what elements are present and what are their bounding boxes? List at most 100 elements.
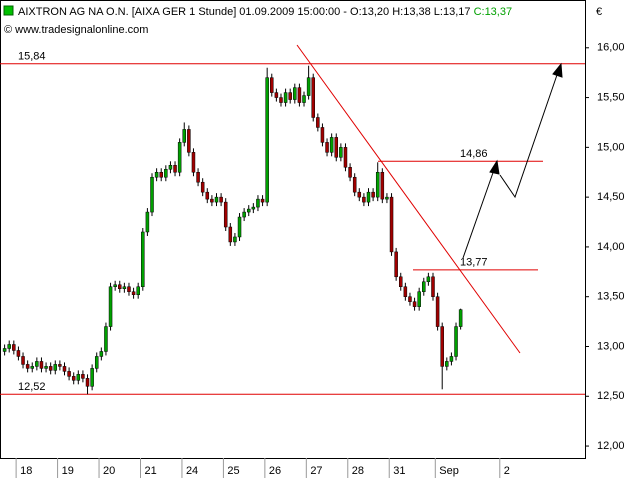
y-tick-label: 16,00: [597, 42, 625, 54]
candle-body: [417, 291, 421, 307]
candle-body: [233, 236, 237, 243]
candle-body: [67, 371, 71, 377]
currency: €: [596, 6, 602, 18]
candle-body: [118, 284, 122, 289]
y-tick-label: 12,50: [597, 390, 625, 402]
projection-arrow: [499, 71, 559, 199]
y-tick-label: 14,50: [597, 191, 625, 203]
candle-body: [210, 198, 214, 203]
level-label: 14,86: [460, 148, 488, 160]
candle-body: [265, 77, 269, 203]
candle-body: [159, 171, 163, 178]
candle-body: [228, 226, 233, 243]
candle-body: [394, 251, 398, 278]
candle-body: [35, 361, 39, 367]
candle-body: [306, 77, 311, 96]
candle-body: [445, 361, 449, 367]
y-tick-label: 12,00: [597, 440, 625, 452]
x-tick-label: 27: [310, 465, 322, 477]
candle-body: [279, 97, 283, 103]
x-tick-label: 25: [227, 465, 239, 477]
candle-body: [371, 191, 375, 198]
candle-body: [348, 167, 352, 178]
candle-body: [76, 374, 81, 381]
candle-body: [127, 286, 131, 292]
x-tick-label: 24: [186, 465, 198, 477]
candle-body: [426, 276, 431, 283]
candle-body: [12, 344, 16, 351]
x-tick-label: 18: [20, 465, 32, 477]
candle-body: [283, 92, 288, 103]
candle-body: [44, 366, 48, 369]
candle-body: [343, 147, 348, 168]
candle-body: [398, 276, 403, 287]
candle-body: [154, 171, 159, 178]
candle-body: [168, 165, 173, 170]
title-line: AIXTRON AG NA O.N. [AIXA GER 1 Stunde] 0…: [18, 6, 512, 18]
candle-body: [25, 364, 30, 369]
candle-body: [90, 368, 94, 387]
candle-body: [16, 350, 21, 357]
candle-body: [94, 356, 99, 369]
candle-body: [251, 206, 256, 210]
candle-body: [385, 196, 389, 200]
candle-body: [196, 171, 200, 183]
candle-body: [339, 147, 343, 158]
candle-body: [260, 198, 265, 203]
candle-body: [274, 92, 279, 98]
candle-body: [58, 364, 62, 367]
candle-body: [2, 348, 7, 352]
x-tick-label: 20: [103, 465, 115, 477]
candle-body: [431, 276, 435, 297]
candle-body: [113, 284, 117, 287]
y-tick-label: 15,50: [597, 91, 625, 103]
y-tick-label: 13,00: [597, 340, 625, 352]
candle-body: [329, 137, 334, 153]
trend-line: [296, 44, 521, 354]
candle-body: [242, 211, 246, 218]
drawings: [296, 44, 563, 354]
x-tick-label: 28: [352, 465, 364, 477]
candle-body: [375, 171, 380, 198]
subtitle: © www.tradesignalonline.com: [4, 24, 148, 36]
candle-body: [21, 356, 25, 365]
candle-body: [293, 87, 297, 100]
candle-body: [85, 378, 90, 387]
level-label: 15,84: [18, 51, 46, 63]
candle-body: [357, 191, 362, 198]
marks: 12,00 12,50 13,00 13,50 14,00 14,50 15,00 15,50…: [0, 42, 625, 478]
candle-body: [150, 176, 154, 213]
candle-body: [458, 309, 463, 327]
candle-body: [403, 286, 408, 297]
y-tick-label: 15,00: [597, 141, 625, 153]
candle-body: [219, 196, 223, 203]
y-tick-label: 13,50: [597, 291, 625, 303]
candle-body: [352, 176, 357, 193]
candle-body: [366, 191, 371, 203]
candle-body: [362, 196, 366, 203]
candle-body: [302, 95, 306, 103]
candle-body: [246, 208, 251, 213]
candle-body: [48, 366, 53, 371]
candle-body: [108, 286, 113, 327]
candle-body: [408, 296, 412, 302]
projection-arrow: [462, 166, 496, 259]
x-tick-label: 21: [144, 465, 156, 477]
candle-body: [99, 351, 104, 357]
x-tick-label: 26: [269, 465, 281, 477]
level-label: 12,52: [18, 381, 46, 393]
candle-body: [7, 344, 11, 349]
candle-body: [30, 366, 34, 369]
candle-body: [256, 198, 260, 208]
candle-body: [325, 142, 329, 153]
candle-body: [316, 117, 320, 128]
candle-body: [435, 296, 440, 327]
candle-body: [136, 286, 140, 295]
candle-body: [311, 77, 315, 118]
candle-body: [297, 87, 302, 103]
candle-body: [223, 201, 228, 228]
x-tick-label: 2: [504, 465, 510, 477]
candle-body: [320, 127, 325, 143]
